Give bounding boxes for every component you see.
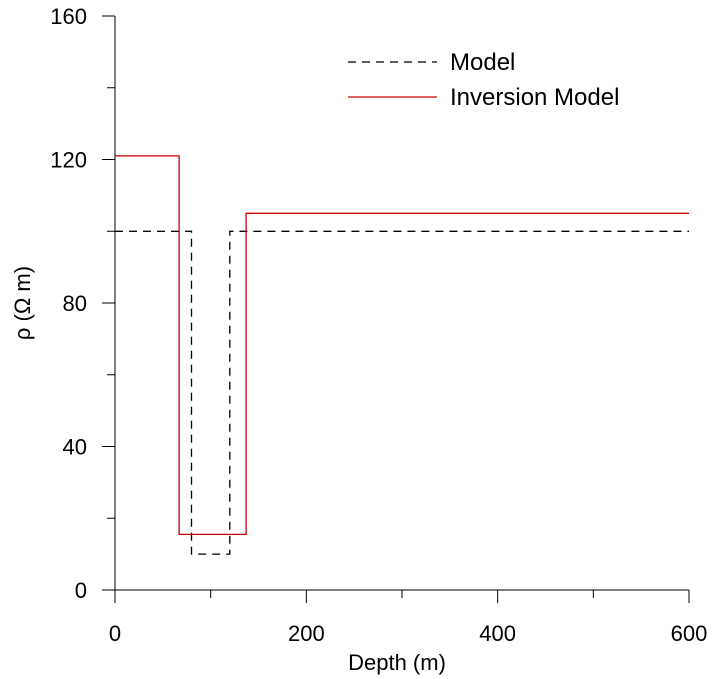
x-tick-label: 0 <box>109 621 121 646</box>
x-tick-label: 200 <box>288 621 325 646</box>
axes: 0 200 400 600 0 40 80 120 160 <box>50 4 707 646</box>
y-tick-label: 80 <box>63 291 87 316</box>
y-axis-title: ρ (Ω m) <box>10 266 35 340</box>
x-axis-title: Depth (m) <box>348 650 446 675</box>
y-tick-label: 0 <box>75 578 87 603</box>
legend-label: Inversion Model <box>450 84 619 111</box>
x-tick-label: 400 <box>479 621 516 646</box>
series-line-model <box>115 230 689 555</box>
legend-label: Model <box>450 49 515 76</box>
x-tick-label: 600 <box>671 621 708 646</box>
series-layer <box>115 155 689 555</box>
legend: Model Inversion Model <box>348 49 619 111</box>
y-tick-label: 40 <box>63 435 87 460</box>
y-tick-label: 160 <box>50 4 87 29</box>
y-tick-label: 120 <box>50 148 87 173</box>
series-line-inversion-model <box>115 155 689 536</box>
